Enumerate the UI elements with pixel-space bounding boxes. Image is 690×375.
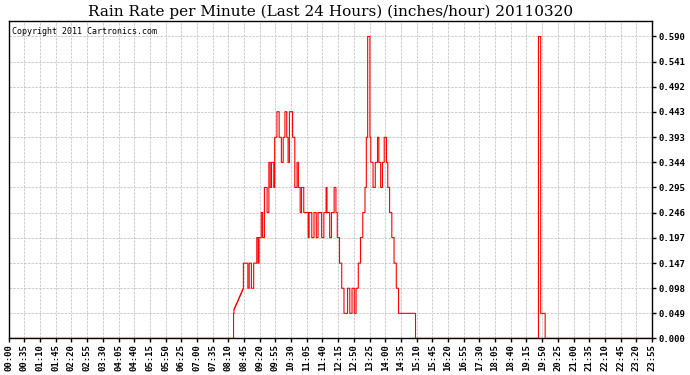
Text: Copyright 2011 Cartronics.com: Copyright 2011 Cartronics.com	[12, 27, 157, 36]
Title: Rain Rate per Minute (Last 24 Hours) (inches/hour) 20110320: Rain Rate per Minute (Last 24 Hours) (in…	[88, 4, 573, 18]
